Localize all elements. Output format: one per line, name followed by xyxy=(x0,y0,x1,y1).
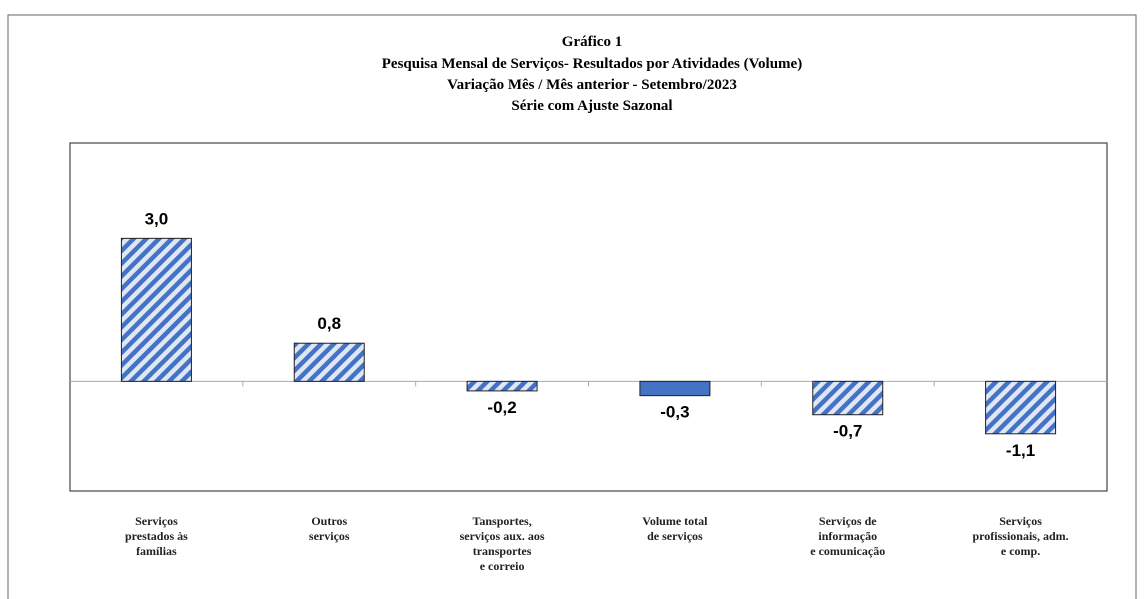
value-label: -0,7 xyxy=(833,422,862,441)
chart-title: Pesquisa Mensal de Serviços- Resultados … xyxy=(382,56,802,72)
bar xyxy=(466,380,538,392)
value-label: 3,0 xyxy=(145,209,169,228)
x-tick-label: Outros serviços xyxy=(308,514,350,543)
bar xyxy=(293,342,365,382)
x-tick-label: Serviços de informação e comunicação xyxy=(810,514,886,558)
value-label: -0,2 xyxy=(487,398,516,417)
outer-frame xyxy=(7,14,1137,599)
x-tick-label: Tansportes, serviços aux. aos transporte… xyxy=(459,514,545,573)
bar xyxy=(120,237,192,382)
plot-area xyxy=(69,142,1108,492)
chart-title: Série com Ajuste Sazonal xyxy=(511,98,672,114)
value-label: -0,3 xyxy=(660,403,689,422)
x-tick-label: Volume total de serviços xyxy=(642,514,708,543)
x-tick-label: Serviços profissionais, adm. e comp. xyxy=(972,514,1069,558)
value-label: -1,1 xyxy=(1006,441,1035,460)
x-tick-label: Serviços prestados às famílias xyxy=(125,514,188,558)
bar xyxy=(985,380,1057,435)
bar xyxy=(812,380,884,416)
value-label: 0,8 xyxy=(317,314,341,333)
bar xyxy=(639,380,711,397)
chart-title: Gráfico 1 xyxy=(562,34,622,50)
chart-title: Variação Mês / Mês anterior - Setembro/2… xyxy=(447,77,737,93)
